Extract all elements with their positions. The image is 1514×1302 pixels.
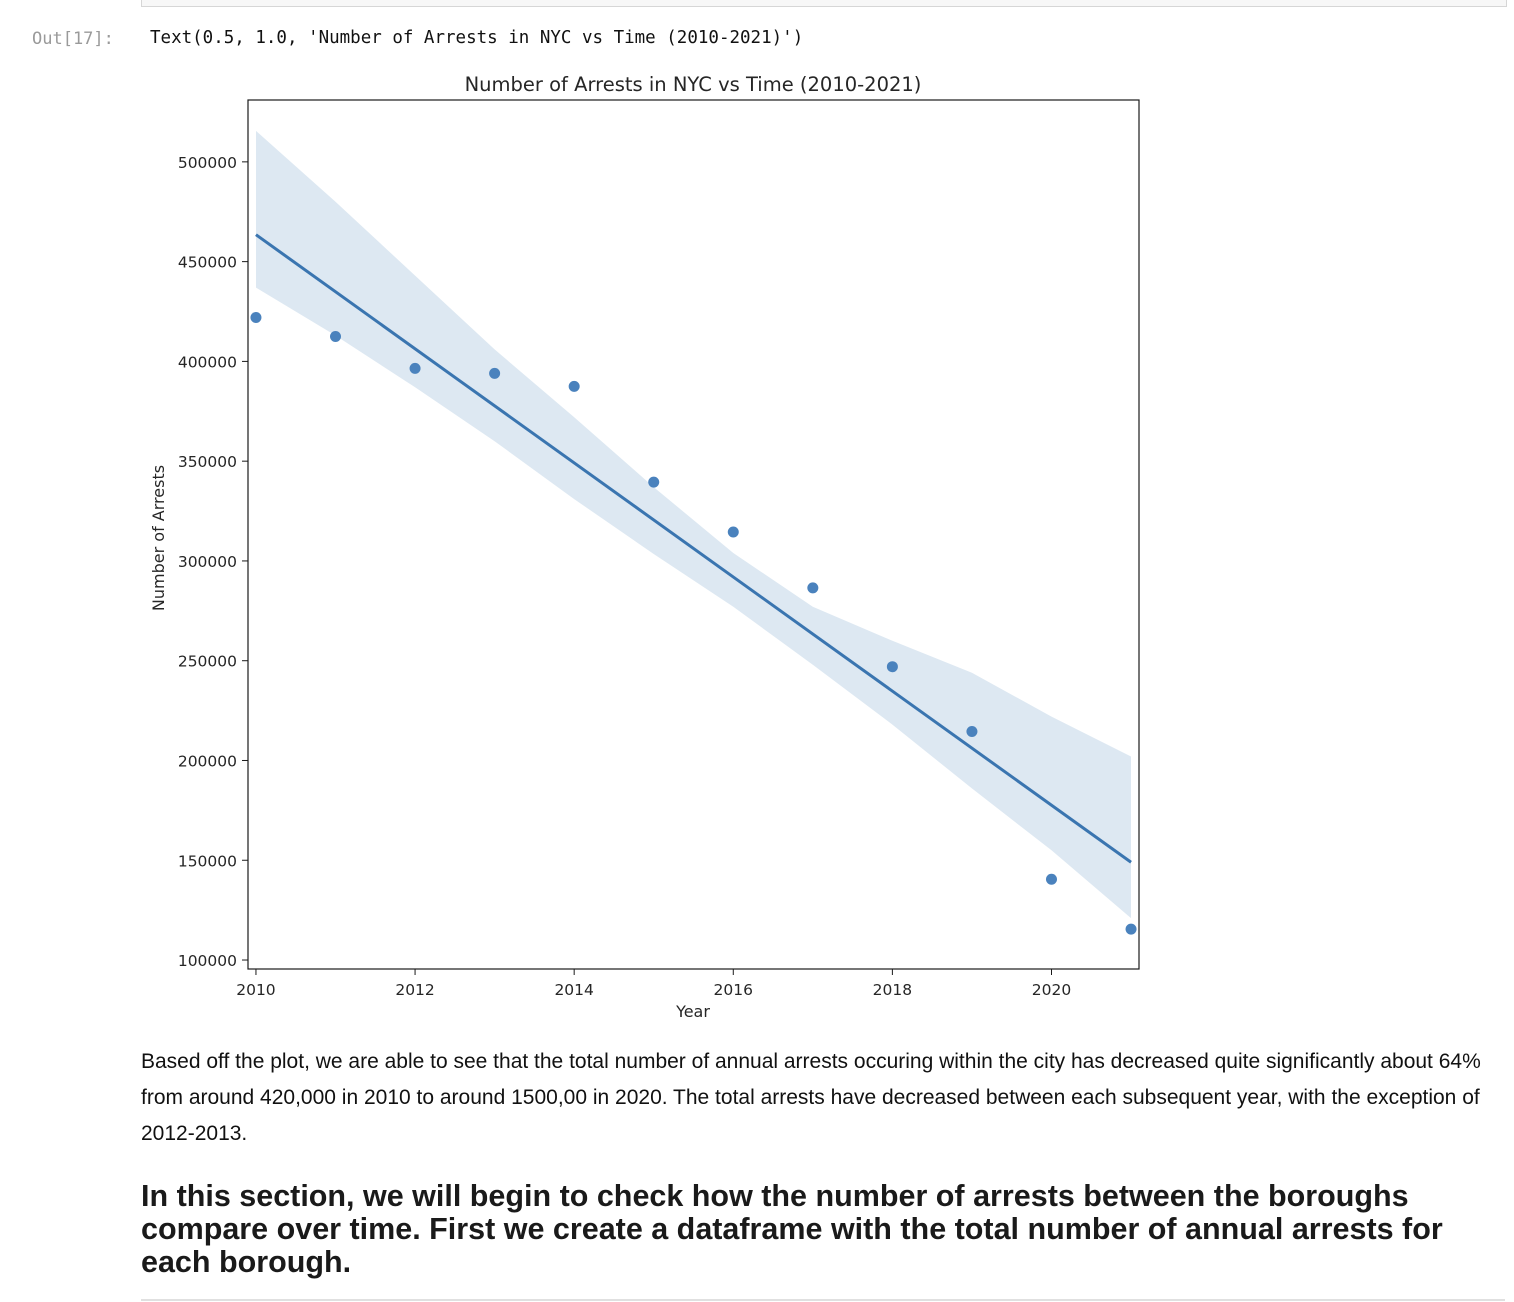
y-tick-label: 100000: [178, 952, 237, 970]
x-tick-label: 2014: [554, 981, 593, 999]
y-tick-label: 450000: [178, 254, 237, 272]
data-point-2014: [569, 381, 580, 392]
data-point-2012: [410, 363, 421, 374]
data-point-2015: [648, 477, 659, 488]
y-axis-label: Number of Arrests: [149, 465, 168, 611]
confidence-band: [256, 131, 1131, 918]
data-point-2019: [966, 726, 977, 737]
x-tick-label: 2020: [1032, 981, 1071, 999]
y-tick-label: 250000: [178, 653, 237, 671]
confidence-band-layer: [256, 131, 1131, 918]
output-prompt: Out[17]:: [32, 29, 114, 49]
cell-divider: [141, 1299, 1505, 1301]
x-axis: 2010 2012 2014 2016 2018 2020: [236, 969, 1071, 999]
y-tick-label: 200000: [178, 752, 237, 770]
y-tick-label: 150000: [178, 852, 237, 870]
data-point-2021: [1126, 924, 1137, 935]
data-point-2013: [489, 368, 500, 379]
y-tick-label: 300000: [178, 553, 237, 571]
section-heading: In this section, we will begin to check …: [141, 1180, 1481, 1279]
y-tick-label: 350000: [178, 453, 237, 471]
data-point-2010: [250, 312, 261, 323]
data-point-2017: [807, 582, 818, 593]
x-tick-label: 2010: [236, 981, 275, 999]
x-tick-label: 2018: [873, 981, 912, 999]
analysis-paragraph: Based off the plot, we are able to see t…: [141, 1044, 1491, 1152]
data-point-2020: [1046, 874, 1057, 885]
y-axis: 100000 150000 200000 250000 300000 350000 4000…: [178, 154, 248, 970]
chart-title: Number of Arrests in NYC vs Time (2010-2…: [465, 73, 922, 96]
x-tick-label: 2012: [395, 981, 434, 999]
data-point-2011: [330, 331, 341, 342]
data-point-2018: [887, 661, 898, 672]
points-layer: [250, 312, 1136, 935]
y-tick-label: 400000: [178, 353, 237, 371]
data-point-2016: [728, 527, 739, 538]
x-tick-label: 2016: [714, 981, 753, 999]
previous-cell-bottom[interactable]: [141, 0, 1507, 7]
arrests-chart: Number of Arrests in NYC vs Time (2010-2…: [0, 60, 1160, 1030]
x-axis-label: Year: [675, 1002, 710, 1021]
regression-line-layer: [256, 235, 1131, 863]
output-text: Text(0.5, 1.0, 'Number of Arrests in NYC…: [150, 28, 803, 48]
y-tick-label: 500000: [178, 154, 237, 172]
regression-line: [256, 235, 1131, 863]
